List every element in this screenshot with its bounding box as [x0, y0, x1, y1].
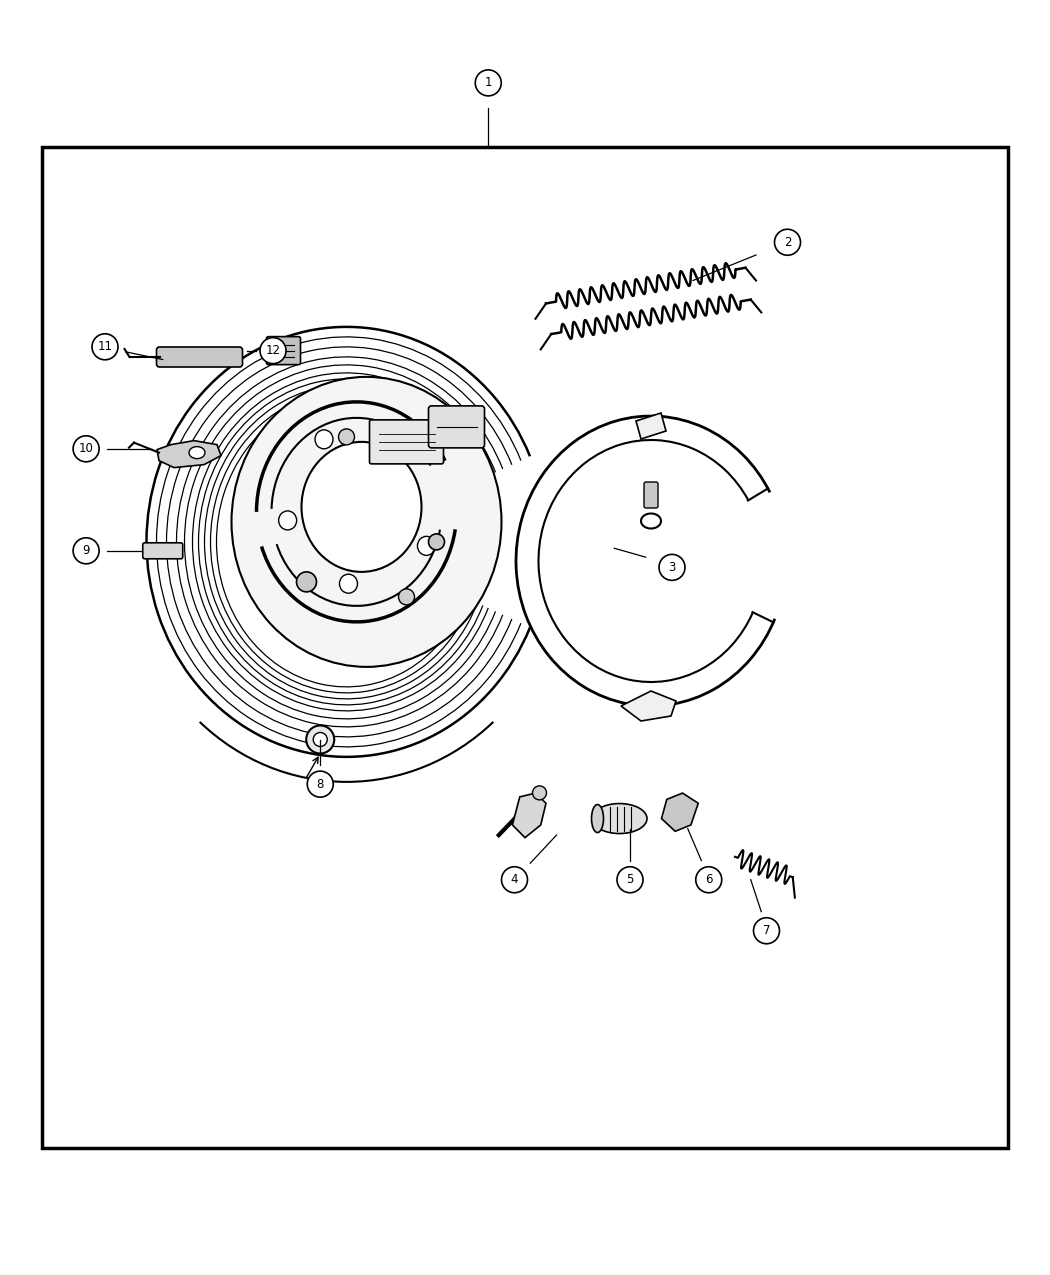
Text: 6: 6: [705, 873, 713, 886]
Circle shape: [308, 771, 333, 797]
Circle shape: [399, 589, 415, 604]
Ellipse shape: [591, 805, 604, 833]
Circle shape: [92, 334, 118, 360]
Circle shape: [260, 338, 286, 363]
Circle shape: [338, 428, 355, 445]
Ellipse shape: [401, 437, 419, 456]
Ellipse shape: [301, 442, 421, 572]
Text: 9: 9: [82, 544, 90, 557]
Polygon shape: [512, 793, 546, 838]
Ellipse shape: [189, 446, 205, 459]
Text: 8: 8: [316, 778, 324, 790]
Polygon shape: [158, 441, 220, 468]
Circle shape: [307, 725, 334, 754]
Ellipse shape: [418, 537, 436, 556]
Polygon shape: [621, 691, 676, 720]
Text: 3: 3: [668, 561, 676, 574]
FancyBboxPatch shape: [370, 419, 443, 464]
Circle shape: [617, 867, 643, 892]
Text: 5: 5: [626, 873, 634, 886]
Circle shape: [428, 534, 444, 550]
Circle shape: [532, 785, 546, 799]
Circle shape: [754, 918, 779, 944]
FancyBboxPatch shape: [267, 337, 300, 365]
Ellipse shape: [592, 803, 647, 834]
Ellipse shape: [339, 574, 357, 593]
Text: 12: 12: [266, 344, 280, 357]
Circle shape: [659, 555, 685, 580]
Circle shape: [775, 230, 800, 255]
Circle shape: [313, 733, 328, 746]
Bar: [42, 147, 1008, 1148]
FancyBboxPatch shape: [143, 543, 183, 558]
Ellipse shape: [278, 511, 297, 530]
Circle shape: [696, 867, 721, 892]
Polygon shape: [636, 413, 666, 439]
Text: 11: 11: [98, 340, 112, 353]
Circle shape: [74, 538, 99, 564]
Ellipse shape: [231, 377, 502, 667]
FancyBboxPatch shape: [428, 405, 484, 448]
Polygon shape: [662, 793, 698, 831]
Circle shape: [502, 867, 527, 892]
Text: 10: 10: [79, 442, 93, 455]
Text: 2: 2: [783, 236, 792, 249]
FancyBboxPatch shape: [644, 482, 658, 507]
FancyBboxPatch shape: [156, 347, 243, 367]
Text: 7: 7: [762, 924, 771, 937]
Ellipse shape: [315, 430, 333, 449]
Text: 1: 1: [484, 76, 492, 89]
Text: 4: 4: [510, 873, 519, 886]
Circle shape: [476, 70, 501, 96]
Circle shape: [296, 572, 316, 592]
Circle shape: [74, 436, 99, 462]
